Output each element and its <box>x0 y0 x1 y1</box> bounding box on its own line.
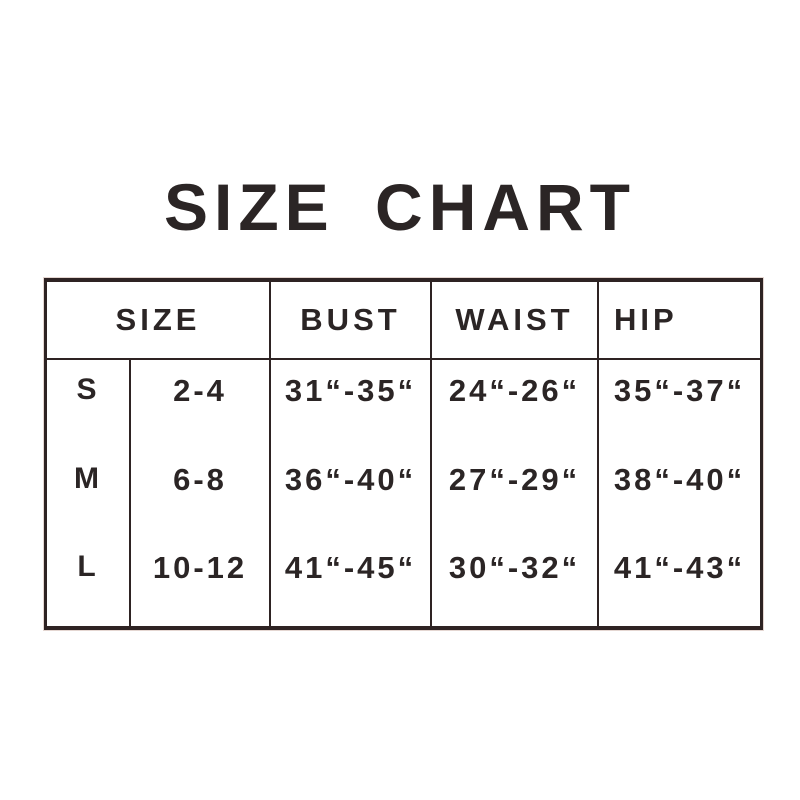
row-s-size-range: 2-4 <box>131 360 271 449</box>
row-s-letter: S <box>47 360 131 449</box>
header-bust: BUST <box>271 282 432 360</box>
row-m-size-range: 6-8 <box>131 448 271 538</box>
row-m-letter: M <box>47 448 131 538</box>
row-m-hip: 38“-40“ <box>613 461 746 497</box>
row-l-size-range: 10-12 <box>131 537 271 626</box>
header-size: SIZE <box>47 282 271 360</box>
row-m-waist: 27“-29“ <box>432 448 599 538</box>
header-waist: WAIST <box>432 282 599 360</box>
page-title: SIZE CHART <box>164 170 636 244</box>
row-l-hip: 41“-43“ <box>613 550 746 586</box>
row-s-waist: 24“-26“ <box>432 360 599 449</box>
header-hip: HIP <box>599 282 760 360</box>
row-s-hip: 35“-37“ <box>613 373 746 408</box>
row-s-bust: 31“-35“ <box>271 360 432 449</box>
row-m-bust: 36“-40“ <box>271 448 432 538</box>
row-l-bust: 41“-45“ <box>271 537 432 626</box>
size-table: SIZE BUST WAIST HIP S 2-4 31“-35“ 24“-26… <box>44 278 763 630</box>
row-l-waist: 30“-32“ <box>432 537 599 626</box>
row-l-letter: L <box>47 537 131 626</box>
